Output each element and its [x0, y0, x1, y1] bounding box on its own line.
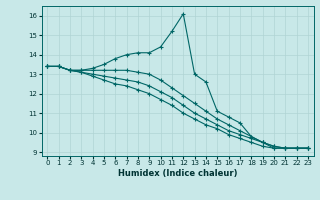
X-axis label: Humidex (Indice chaleur): Humidex (Indice chaleur): [118, 169, 237, 178]
